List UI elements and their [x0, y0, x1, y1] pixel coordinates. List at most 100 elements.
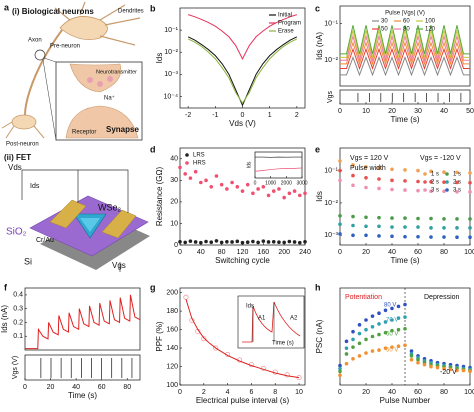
- data-point: [429, 180, 433, 184]
- y-tick-label: 10⁻¹: [164, 27, 178, 34]
- series-line: [340, 25, 470, 55]
- legend-label: LRS: [193, 153, 205, 159]
- data-point: [370, 349, 375, 353]
- data-point: [344, 352, 349, 356]
- electrode-right: [101, 209, 137, 239]
- x-tick-label: 2: [202, 389, 206, 396]
- x-tick-label: 50: [466, 108, 474, 115]
- data-point: [461, 368, 466, 373]
- post-terminal: [65, 105, 139, 139]
- data-point: [377, 177, 381, 181]
- panel-label: h: [315, 282, 321, 292]
- y-tick-label: 10: [170, 220, 178, 227]
- data-point: [261, 185, 266, 189]
- legend-swatch: [423, 172, 427, 176]
- data-point: [271, 189, 276, 193]
- x-tick-label: 6: [249, 389, 253, 396]
- annotation: Time (s): [272, 341, 294, 347]
- data-point: [351, 183, 355, 188]
- legend-swatch: [445, 180, 449, 184]
- zoom-lines: [42, 57, 57, 141]
- data-point: [442, 226, 446, 230]
- data-point: [219, 182, 224, 187]
- data-point: [338, 168, 342, 173]
- legend-label: 3 s: [431, 188, 439, 194]
- data-point: [403, 188, 407, 192]
- legend-label: Initial: [278, 13, 292, 19]
- x-tick-label: 60: [414, 389, 422, 396]
- series-line: [185, 298, 300, 379]
- legend-label: 2 s: [431, 180, 439, 186]
- dendrites: [54, 1, 141, 46]
- x-tick-label: 120: [237, 249, 249, 256]
- x-tick-label: 2000: [281, 180, 292, 186]
- annotation: -20 V: [440, 369, 457, 376]
- x-tick-label: 100: [464, 389, 474, 396]
- x-tick-label: 100: [464, 249, 474, 256]
- data-point: [455, 217, 459, 221]
- data-point: [409, 349, 414, 353]
- data-point: [364, 351, 368, 355]
- data-point: [390, 167, 394, 172]
- data-point: [338, 159, 342, 163]
- plot-frame: [339, 147, 471, 246]
- data-point: [297, 240, 302, 245]
- data-point: [468, 369, 472, 374]
- y-tick-label: 200: [166, 289, 178, 296]
- inset-frame: [254, 151, 303, 179]
- data-point: [351, 345, 355, 349]
- legend-label: 1 s: [431, 172, 439, 178]
- x-tick-label: 200: [278, 249, 290, 256]
- data-point: [429, 169, 433, 174]
- y-tick-label: 0.2: [13, 319, 23, 326]
- data-point: [183, 172, 188, 176]
- data-point: [403, 326, 407, 331]
- pre-neuron-body: [59, 16, 108, 41]
- pulse-strip: [24, 354, 141, 381]
- data-point: [390, 225, 394, 229]
- x-tick-label: 2: [295, 112, 299, 119]
- data-point: [455, 368, 459, 373]
- illustration-label: Pre-neuron: [50, 44, 80, 50]
- data-point: [390, 306, 394, 311]
- data-point: [364, 224, 368, 229]
- data-point: [364, 185, 368, 190]
- data-point: [251, 191, 255, 196]
- data-point: [468, 226, 472, 230]
- data-point: [364, 215, 368, 220]
- data-point: [287, 239, 292, 244]
- data-point: [429, 189, 433, 194]
- data-point: [416, 188, 420, 193]
- data-point: [266, 240, 271, 244]
- x-axis-label: Time (s): [390, 256, 419, 265]
- x-axis-label: Pulse Number: [380, 396, 431, 405]
- data-point: [303, 239, 307, 244]
- data-point: [364, 318, 368, 322]
- y-tick-label: 10⁻³: [324, 232, 338, 239]
- data-point: [292, 240, 297, 244]
- series-line: [340, 41, 470, 66]
- x-tick-label: 240: [299, 249, 311, 256]
- data-point: [219, 240, 224, 245]
- illustration-label: Ids: [30, 183, 40, 190]
- x-tick-label: 80: [440, 249, 448, 256]
- data-point: [178, 239, 182, 244]
- data-point: [351, 329, 355, 334]
- illustration-label: Axon: [28, 38, 42, 44]
- post-dendrites: [1, 121, 45, 139]
- data-point: [390, 345, 394, 349]
- data-point: [455, 190, 459, 194]
- x-tick-label: 160: [257, 249, 269, 256]
- data-point: [383, 320, 388, 324]
- data-point: [429, 216, 433, 221]
- inset-frame: [237, 295, 305, 349]
- wires: [21, 169, 129, 272]
- x-axis-label: Time (s): [390, 115, 419, 124]
- data-point: [209, 185, 214, 189]
- legend-label: 100: [425, 19, 436, 25]
- data-point: [209, 240, 214, 244]
- annotation: Potentiation: [345, 294, 382, 301]
- data-point: [396, 304, 401, 309]
- x-tick-label: 8: [273, 389, 277, 396]
- data-point: [357, 354, 362, 358]
